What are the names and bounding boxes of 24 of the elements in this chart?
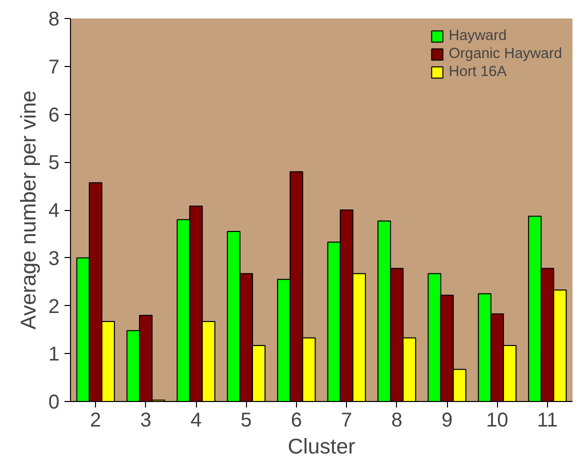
y-tick-label: 8 <box>48 8 60 30</box>
x-tick-label: 8 <box>391 410 402 432</box>
y-tick-label: 6 <box>48 104 60 126</box>
legend-label: Hayward <box>448 28 507 44</box>
x-tick-label: 11 <box>537 410 558 432</box>
x-tick-label: 4 <box>190 410 202 432</box>
y-tick-label: 4 <box>48 200 60 222</box>
x-tick-label: 9 <box>441 410 453 432</box>
y-tick-label: 2 <box>48 296 60 318</box>
x-tick-label: 3 <box>140 410 152 432</box>
x-tick-label: 10 <box>486 410 508 432</box>
legend-label: Hort 16A <box>448 64 507 80</box>
y-tick-label: 5 <box>48 152 60 174</box>
x-tick-label: 5 <box>240 410 252 432</box>
x-tick-label: 2 <box>90 410 102 432</box>
x-axis-title: Cluster <box>288 434 356 458</box>
y-tick-label: 0 <box>48 392 60 414</box>
y-tick-label: 3 <box>48 248 60 270</box>
y-tick-label: 7 <box>48 56 60 78</box>
legend-label: Organic Hayward <box>448 46 562 62</box>
x-tick-label: 6 <box>290 410 302 432</box>
y-tick-label: 1 <box>48 344 60 366</box>
y-axis-title: Average number per vine <box>16 90 40 330</box>
x-tick-label: 7 <box>341 410 352 432</box>
